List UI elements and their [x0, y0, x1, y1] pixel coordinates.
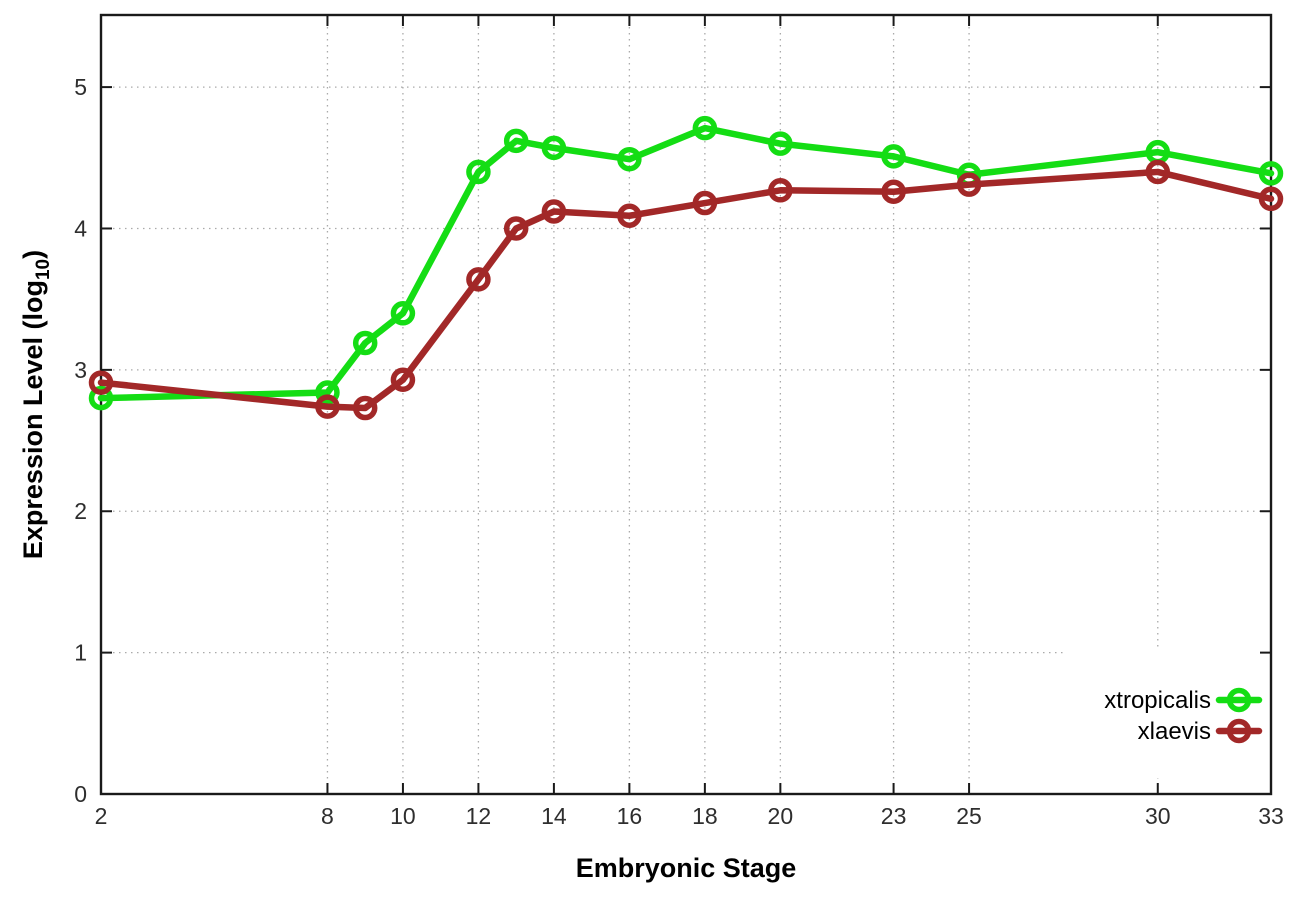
legend-marker-xlaevis	[1226, 718, 1252, 744]
x-tick-label: 10	[390, 803, 416, 829]
y-tick-label: 3	[74, 357, 87, 383]
data-point-xtropicalis	[768, 131, 793, 156]
data-point-xtropicalis	[466, 159, 491, 185]
legend-label-xlaevis: xlaevis	[1138, 718, 1211, 745]
data-point-xtropicalis	[617, 146, 642, 172]
x-axis-title: Embryonic Stage	[576, 853, 797, 883]
data-point-xlaevis	[390, 367, 416, 393]
x-tick-label: 20	[768, 803, 794, 829]
data-point-xtropicalis	[541, 135, 567, 161]
x-tick-label: 12	[466, 803, 492, 829]
x-tick-label: 30	[1145, 803, 1171, 829]
legend-marker-xtropicalis	[1226, 687, 1252, 713]
y-tick-label: 4	[74, 215, 87, 241]
x-tick-label: 18	[692, 803, 718, 829]
data-point-xlaevis	[881, 179, 906, 204]
data-point-xlaevis	[503, 216, 529, 241]
data-point-xlaevis	[617, 203, 642, 229]
x-tick-label: 16	[617, 803, 643, 829]
data-point-xlaevis	[1258, 186, 1284, 212]
x-tick-label: 33	[1258, 803, 1284, 829]
data-point-xtropicalis	[881, 144, 906, 169]
data-point-xtropicalis	[352, 330, 378, 356]
data-point-xlaevis	[315, 394, 340, 419]
data-point-xtropicalis	[315, 380, 340, 405]
legend-background	[1064, 647, 1271, 778]
legend-label-xtropicalis: xtropicalis	[1104, 687, 1211, 714]
data-point-xlaevis	[956, 172, 982, 197]
x-tick-label: 2	[95, 803, 108, 829]
data-point-xlaevis	[352, 395, 378, 421]
data-point-xlaevis	[692, 190, 718, 216]
data-point-xtropicalis	[1258, 161, 1284, 186]
x-tick-label: 25	[956, 803, 982, 829]
x-tick-label: 14	[541, 803, 567, 829]
data-point-xlaevis	[1145, 159, 1171, 185]
data-point-xlaevis	[768, 178, 793, 203]
data-point-xtropicalis	[503, 128, 529, 154]
plot-border	[99, 13, 1273, 796]
x-tick-label: 23	[881, 803, 907, 829]
y-tick-label: 2	[74, 498, 87, 524]
data-point-xtropicalis	[692, 115, 718, 141]
data-point-xlaevis	[88, 370, 114, 395]
y-tick-label: 5	[74, 74, 87, 100]
y-tick-label: 0	[74, 781, 87, 807]
data-point-xlaevis	[541, 199, 567, 224]
y-tick-label: 1	[74, 640, 87, 666]
y-axis-title: Expression Level (log10)	[18, 250, 54, 559]
data-point-xtropicalis	[390, 301, 416, 326]
data-point-xtropicalis	[88, 385, 114, 411]
x-tick-label: 8	[321, 803, 334, 829]
data-point-xlaevis	[466, 267, 491, 292]
